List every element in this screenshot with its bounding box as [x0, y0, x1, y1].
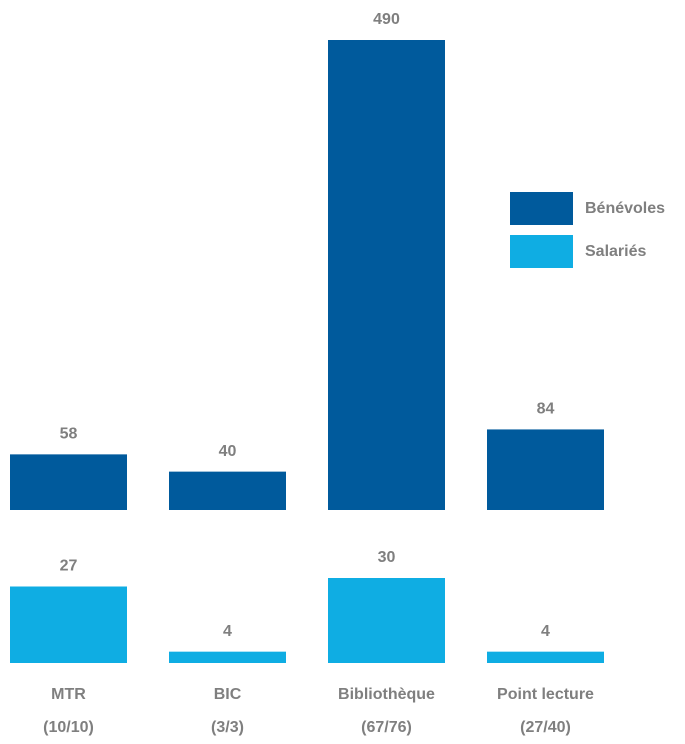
legend-swatch	[510, 192, 573, 225]
x-tick-label: Bibliothèque (67/76)	[338, 686, 435, 736]
legend-label: Bénévoles	[585, 200, 665, 217]
value-label: 84	[537, 401, 555, 418]
legend-label: Salariés	[585, 243, 646, 260]
legend-swatch	[510, 235, 573, 268]
value-label: 58	[60, 426, 78, 443]
value-label: 40	[219, 443, 237, 460]
bar	[169, 651, 286, 663]
x-tick-label: MTR (10/10)	[43, 686, 94, 736]
bar	[487, 651, 604, 663]
x-tick-label: BIC (3/3)	[211, 686, 244, 736]
bar	[169, 471, 286, 510]
bar	[328, 578, 445, 663]
bar	[10, 586, 127, 663]
value-label: 4	[223, 623, 232, 640]
bar	[328, 40, 445, 510]
value-label: 30	[378, 549, 396, 566]
value-label: 27	[60, 558, 78, 575]
x-tick-label: Point lecture (27/40)	[497, 686, 594, 736]
bar	[10, 454, 127, 510]
bar	[487, 429, 604, 510]
value-label: 490	[373, 11, 400, 28]
value-label: 4	[541, 623, 550, 640]
